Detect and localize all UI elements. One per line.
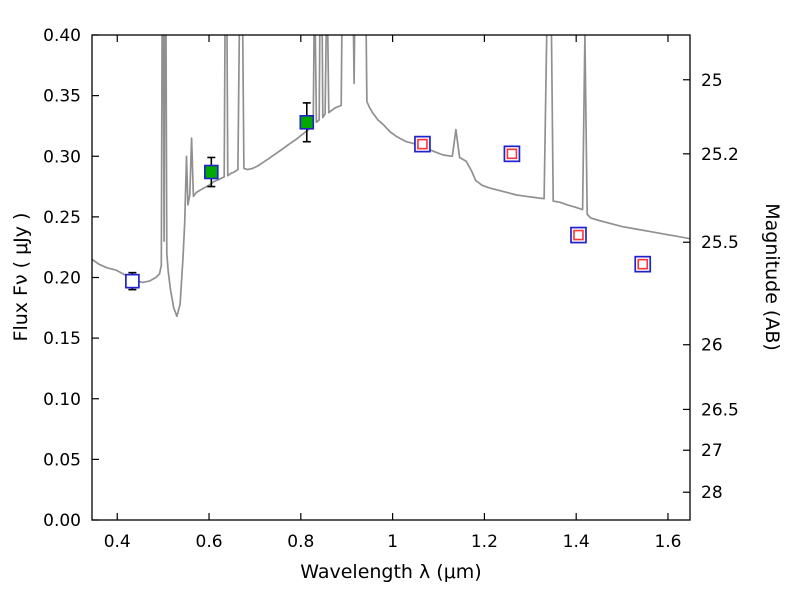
y-tick-label-right: 26.5: [701, 400, 739, 420]
x-tick-label: 0.4: [104, 532, 131, 552]
x-tick-label: 1.4: [563, 532, 590, 552]
photometry-point: [570, 226, 587, 244]
blue-open-square-marker: [125, 273, 140, 289]
y-tick-label-right: 25: [701, 71, 723, 91]
spectrum-layer: [92, 35, 690, 318]
green-square-marker: [299, 115, 315, 130]
red-open-square-marker: [417, 138, 428, 150]
ticks-layer: 0.4 0.6 0.8 1 1.2 1.4 1.6 0.00 0.05 0.10 0.15 0.20 0…: [43, 26, 739, 552]
x-tick-label: 1.6: [654, 532, 681, 552]
x-tick-label: 1.2: [471, 532, 498, 552]
photometry-point: [414, 135, 431, 153]
y-axis-label-right: Magnitude (AB): [761, 203, 783, 351]
photometry-point: [299, 102, 315, 143]
red-open-square-marker: [506, 148, 518, 160]
green-square-marker: [204, 164, 219, 180]
red-open-square-marker: [573, 229, 584, 241]
red-open-square-marker: [637, 258, 649, 270]
y-tick-label-left: 0.35: [43, 87, 81, 107]
y-axis-label-left: Flux Fν ( μJy ): [10, 213, 32, 342]
photometry-point: [503, 145, 521, 163]
y-tick-label-right: 28: [701, 483, 723, 503]
y-tick-label-left: 0.20: [43, 269, 81, 289]
spectrum-line: [92, 35, 690, 318]
y-tick-label-right: 26: [701, 336, 723, 356]
y-tick-label-left: 0.15: [43, 329, 81, 349]
y-tick-label-left: 0.30: [43, 147, 81, 167]
y-tick-label-right: 25.2: [701, 145, 739, 165]
y-tick-label-left: 0.25: [43, 208, 81, 228]
axes-frame: [91, 34, 691, 521]
photometry-point: [204, 156, 219, 188]
x-tick-label: 1: [387, 532, 398, 552]
photometry-point: [634, 255, 652, 273]
x-tick-label: 0.6: [196, 532, 223, 552]
y-tick-label-left: 0.10: [43, 390, 81, 410]
y-tick-label-right: 25.5: [701, 233, 739, 253]
y-tick-label-right: 27: [701, 441, 723, 461]
x-axis-label: Wavelength λ (μm): [300, 561, 481, 583]
y-tick-label-left: 0.40: [43, 26, 81, 46]
photometry-layer: [125, 102, 652, 291]
x-tick-label: 0.8: [287, 532, 314, 552]
y-tick-label-left: 0.00: [43, 511, 81, 531]
photometry-point: [125, 271, 140, 291]
y-tick-label-left: 0.05: [43, 450, 81, 470]
